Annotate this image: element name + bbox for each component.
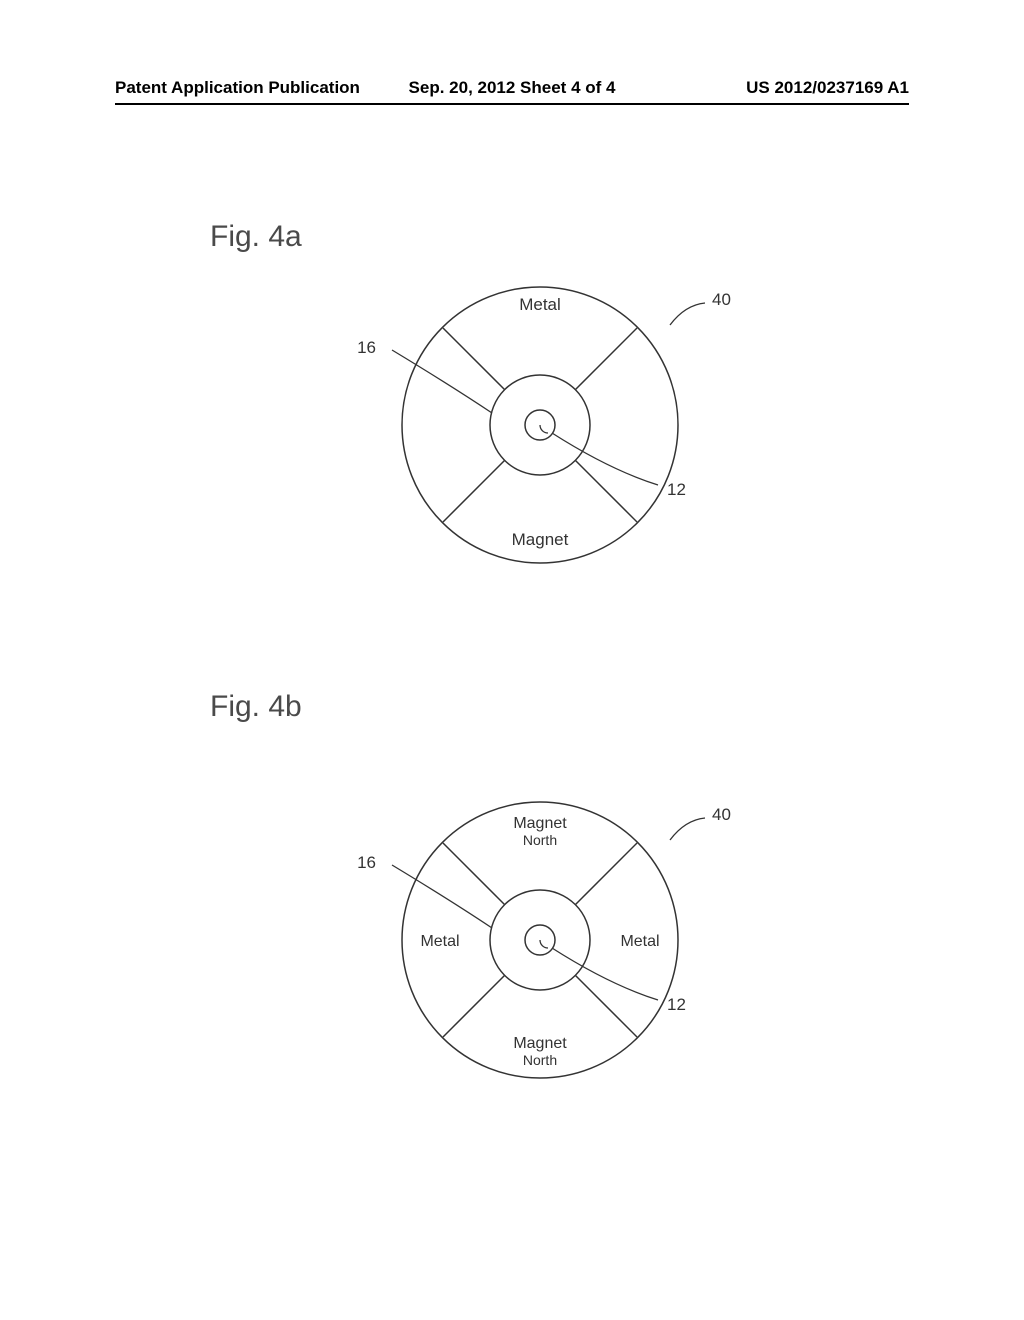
- header-center: Sep. 20, 2012 Sheet 4 of 4: [380, 78, 645, 98]
- header-left: Patent Application Publication: [115, 78, 380, 98]
- page-header: Patent Application Publication Sep. 20, …: [0, 78, 1024, 98]
- fig4b-magnet-top: Magnet: [513, 815, 567, 832]
- fig4a-ref16: 16: [357, 338, 376, 357]
- fig4b-magnet-bottom: Magnet: [513, 1035, 567, 1052]
- figure-4b-label: Fig. 4b: [210, 690, 302, 724]
- fig4a-ref40: 40: [712, 290, 731, 309]
- fig4b-ref40: 40: [712, 805, 731, 824]
- fig4a-magnet-label: Magnet: [512, 530, 569, 549]
- fig4b-metal-right: Metal: [620, 933, 659, 950]
- fig4b-north-bottom: North: [523, 1052, 557, 1068]
- fig4b-ref16: 16: [357, 853, 376, 872]
- figure-4a-diagram: Metal Magnet 16 40 12: [330, 255, 750, 595]
- fig4a-metal-label: Metal: [519, 295, 561, 314]
- fig4b-north-top: North: [523, 832, 557, 848]
- fig4b-ref12: 12: [667, 995, 686, 1014]
- header-right: US 2012/0237169 A1: [644, 78, 909, 98]
- fig4a-ref12: 12: [667, 480, 686, 499]
- header-divider: [115, 103, 909, 105]
- figure-4b-diagram: Magnet North Metal Metal Magnet North 16…: [330, 770, 750, 1110]
- fig4b-metal-left: Metal: [420, 933, 459, 950]
- figure-4a-label: Fig. 4a: [210, 220, 302, 254]
